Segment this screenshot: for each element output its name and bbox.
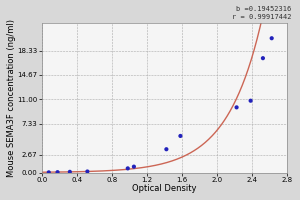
- Point: [234, 106, 239, 109]
- X-axis label: Optical Density: Optical Density: [132, 184, 197, 193]
- Point: [269, 37, 274, 40]
- Point: [164, 148, 169, 151]
- Point: [85, 170, 90, 173]
- Y-axis label: Mouse SEMA3F concentration (ng/ml): Mouse SEMA3F concentration (ng/ml): [7, 19, 16, 177]
- Point: [55, 171, 60, 174]
- Point: [260, 57, 265, 60]
- Point: [248, 99, 253, 102]
- Text: b =0.19452316
r = 0.99917442: b =0.19452316 r = 0.99917442: [232, 6, 291, 20]
- Point: [68, 170, 72, 173]
- Point: [125, 167, 130, 170]
- Point: [131, 165, 136, 168]
- Point: [178, 134, 183, 138]
- Point: [46, 171, 51, 174]
